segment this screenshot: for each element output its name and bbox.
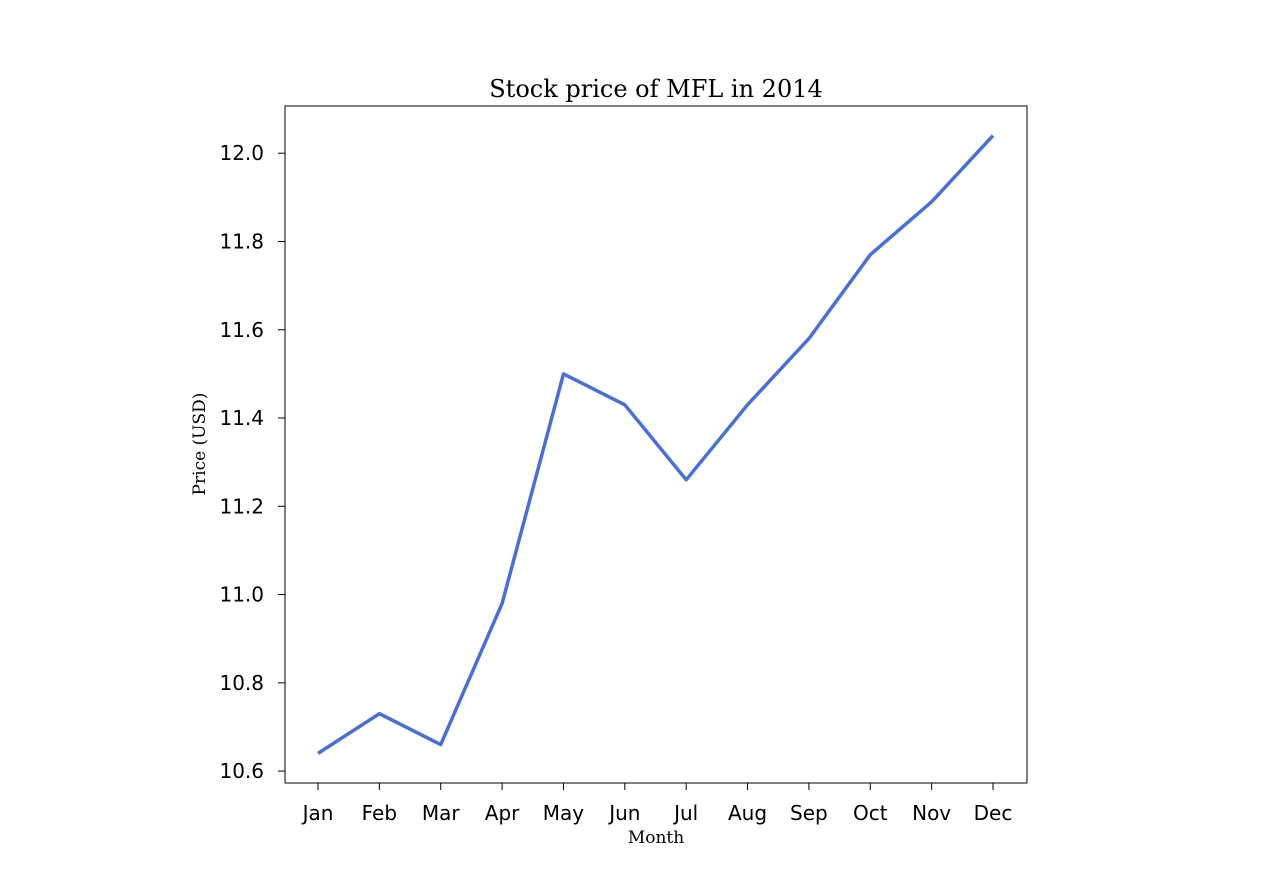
x-axis-label: Month <box>628 828 684 848</box>
x-tick-label: Apr <box>485 801 520 825</box>
series-line <box>317 134 995 755</box>
x-tick-label: Jul <box>672 801 698 825</box>
x-tick-label: Feb <box>362 801 397 825</box>
chart-title: Stock price of MFL in 2014 <box>489 75 823 103</box>
y-tick-label: 10.8 <box>219 671 264 695</box>
x-tick-label: Jan <box>301 801 334 825</box>
x-tick-label: Oct <box>853 801 888 825</box>
y-tick-label: 12.0 <box>219 141 264 165</box>
plot-frame <box>284 105 1028 784</box>
x-tick-label: Jun <box>607 801 640 825</box>
y-tick-label: 11.6 <box>219 318 264 342</box>
y-tick-label: 11.8 <box>219 229 264 253</box>
y-tick-label: 11.2 <box>219 494 264 518</box>
x-axis: Jan Feb Mar Apr May Jun Jul Aug Sep Oct Nov Dec <box>301 783 1013 825</box>
y-tick-label: 11.4 <box>219 406 264 430</box>
series-layer <box>317 134 995 755</box>
x-tick-label: Dec <box>974 801 1013 825</box>
y-tick-label: 10.6 <box>219 759 264 783</box>
x-tick-label: Sep <box>790 801 828 825</box>
y-axis-label: Price (USD) <box>190 393 210 496</box>
x-tick-label: Nov <box>912 801 951 825</box>
y-axis: 10.6 10.8 11.0 11.2 11.4 11.6 11.8 12.0 <box>219 141 285 783</box>
x-tick-label: Mar <box>422 801 461 825</box>
x-tick-label: Aug <box>728 801 767 825</box>
x-tick-label: May <box>543 801 585 825</box>
y-tick-label: 11.0 <box>219 583 264 607</box>
